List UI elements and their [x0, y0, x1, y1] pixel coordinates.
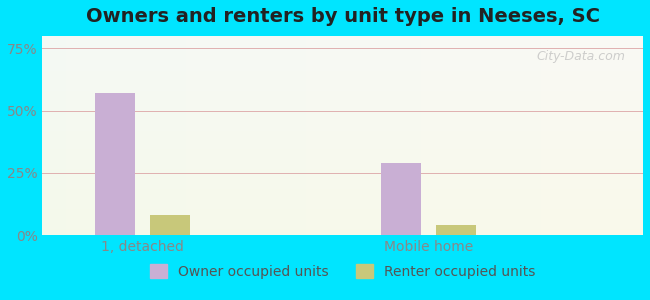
- Title: Owners and renters by unit type in Neeses, SC: Owners and renters by unit type in Neese…: [86, 7, 600, 26]
- Legend: Owner occupied units, Renter occupied units: Owner occupied units, Renter occupied un…: [144, 258, 541, 284]
- Bar: [436, 225, 476, 235]
- Bar: [96, 93, 135, 235]
- Bar: [382, 163, 421, 235]
- Text: City-Data.com: City-Data.com: [536, 50, 625, 63]
- Bar: [150, 215, 190, 235]
